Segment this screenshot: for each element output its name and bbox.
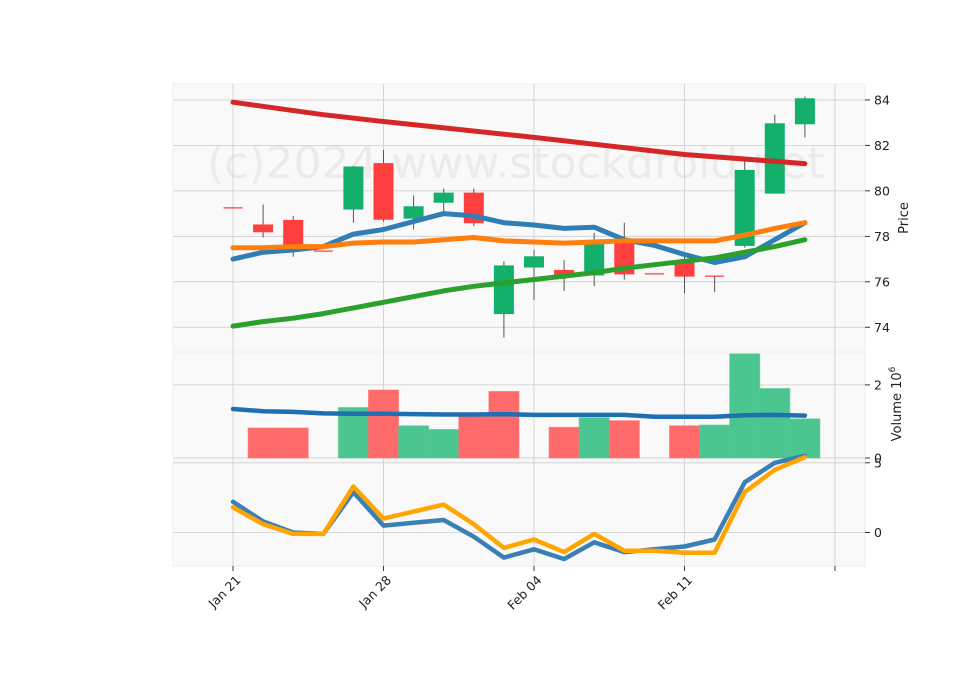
price-tick-label: 84 (874, 92, 890, 107)
watermark: (c)2024 www.stockdroid.net (207, 138, 824, 189)
candle (253, 204, 274, 238)
price-overlay-line (230, 237, 808, 329)
price-axis-label: Price (897, 202, 912, 234)
price-tick-label: 76 (874, 274, 890, 289)
candle-body (283, 219, 304, 249)
candle-body (343, 166, 364, 210)
candle-body (794, 98, 815, 125)
candle (373, 149, 394, 222)
candle-body (373, 163, 394, 220)
volume-bar (458, 412, 490, 459)
volume-bar (428, 428, 460, 459)
candle (493, 261, 514, 338)
candle (433, 188, 454, 214)
price-tick-label: 82 (874, 138, 890, 153)
overlay-lines (230, 99, 808, 562)
x-tick-label: Feb 04 (504, 572, 544, 612)
candle (705, 275, 725, 293)
x-tick-label: Jan 21 (205, 572, 244, 611)
volume-bar (699, 424, 731, 459)
candle (524, 249, 544, 300)
volume-bar (488, 390, 520, 459)
volume-bar (398, 425, 430, 459)
volume-bar (789, 418, 821, 459)
volume-bar (368, 389, 399, 459)
candle-body (253, 224, 274, 233)
volume-tick-label: 2 (874, 377, 882, 392)
volume-bar (608, 420, 640, 459)
candle (283, 215, 304, 257)
volume-bar (669, 425, 700, 459)
candle (343, 165, 364, 223)
candle-body (734, 169, 755, 246)
volume-bar (247, 427, 279, 459)
volume-axis-label: Volume 106 (888, 366, 905, 441)
volume-axis-exponent: 6 (888, 366, 898, 372)
price-overlay-line (230, 220, 808, 251)
indicator-line (230, 454, 808, 556)
volume-bar (277, 427, 309, 459)
candle (764, 114, 785, 194)
candle-body (493, 265, 514, 315)
volume-tick-label: 0 (874, 451, 882, 466)
price-tick-label: 74 (874, 320, 890, 335)
candle-body (403, 206, 424, 219)
volume-axis-label-text: Volume 10 (890, 372, 905, 441)
indicator-tick-label: 5 (874, 455, 882, 470)
price-tick-label: 80 (874, 183, 890, 198)
volume-bar (729, 353, 761, 459)
x-tick-label: Feb 11 (655, 572, 695, 612)
candle (463, 188, 484, 227)
price-overlay-line (230, 99, 808, 167)
indicator-panel (172, 459, 866, 567)
x-tick-label: Jan 28 (355, 572, 394, 611)
price-panel (172, 83, 866, 351)
indicator-tick-label: 0 (874, 525, 882, 540)
volume-bar (578, 417, 610, 459)
candle (794, 96, 815, 138)
candle-body (433, 192, 454, 203)
volume-ma-line (230, 406, 808, 419)
volume-bar (548, 426, 580, 459)
candle-body (524, 256, 544, 268)
price-tick-label: 78 (874, 229, 890, 244)
volume-bar (759, 388, 791, 459)
